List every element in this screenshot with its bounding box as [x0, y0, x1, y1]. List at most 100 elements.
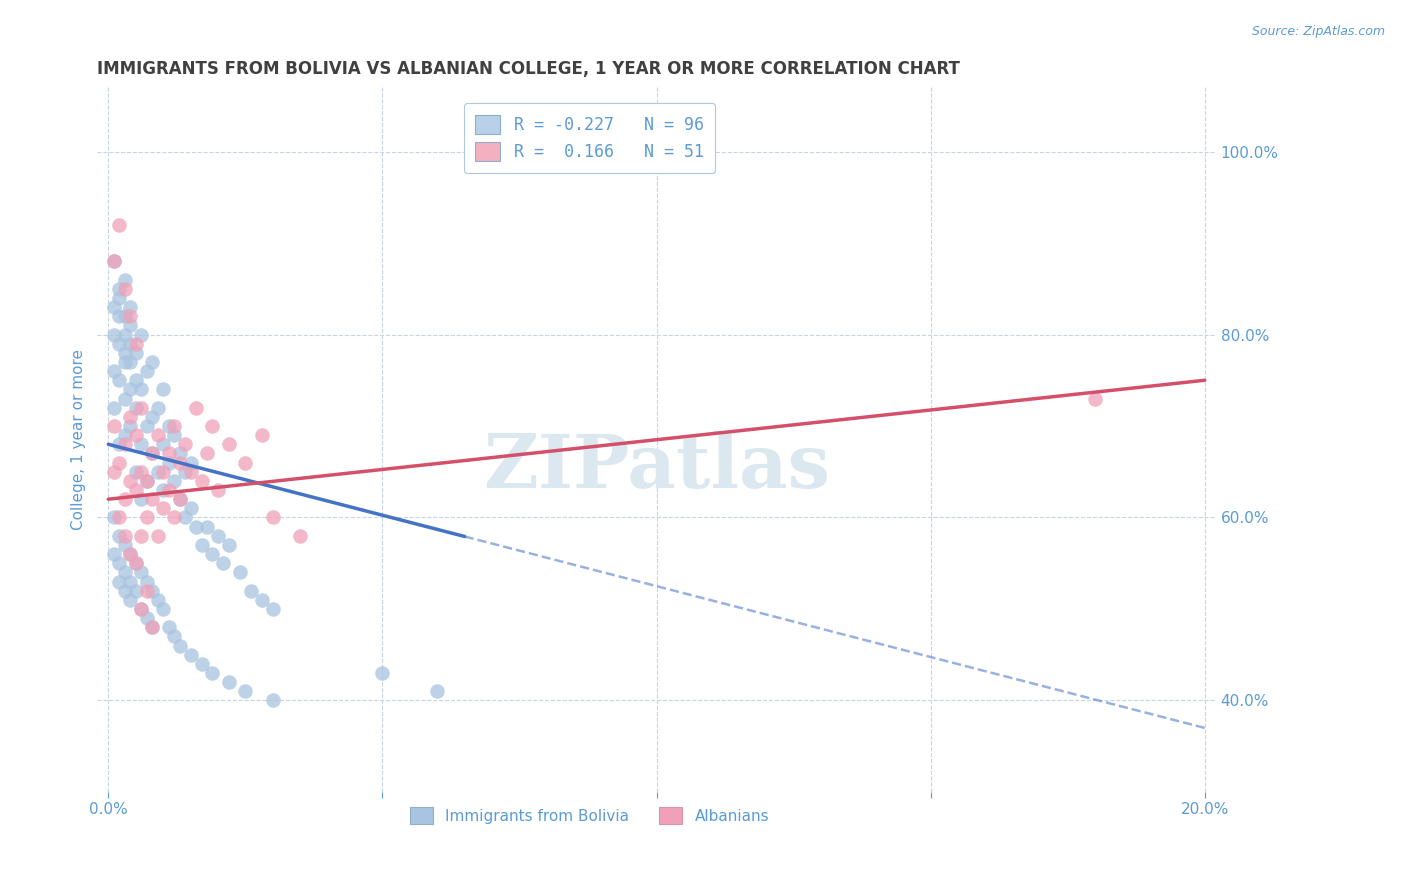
Point — [120, 409, 142, 424]
Point — [120, 547, 142, 561]
Point — [212, 556, 235, 570]
Point — [114, 309, 136, 323]
Point — [262, 510, 284, 524]
Point — [141, 446, 163, 460]
Point — [169, 456, 191, 470]
Point — [180, 501, 202, 516]
Point — [201, 547, 224, 561]
Point — [135, 474, 157, 488]
Point — [174, 510, 197, 524]
Point — [371, 666, 394, 681]
Point — [250, 592, 273, 607]
Point — [114, 282, 136, 296]
Point — [129, 602, 152, 616]
Point — [180, 648, 202, 662]
Point — [120, 300, 142, 314]
Point — [184, 401, 207, 415]
Point — [103, 547, 125, 561]
Point — [169, 492, 191, 507]
Point — [108, 336, 131, 351]
Point — [103, 254, 125, 268]
Point — [426, 684, 449, 698]
Point — [108, 529, 131, 543]
Point — [152, 437, 174, 451]
Point — [125, 428, 148, 442]
Point — [135, 611, 157, 625]
Point — [201, 666, 224, 681]
Point — [207, 529, 229, 543]
Point — [108, 456, 131, 470]
Point — [190, 657, 212, 671]
Point — [108, 556, 131, 570]
Point — [103, 465, 125, 479]
Point — [120, 419, 142, 434]
Point — [129, 492, 152, 507]
Text: Source: ZipAtlas.com: Source: ZipAtlas.com — [1251, 25, 1385, 38]
Point — [125, 401, 148, 415]
Point — [129, 327, 152, 342]
Text: ZIPatlas: ZIPatlas — [484, 432, 830, 504]
Point — [114, 346, 136, 360]
Point — [184, 519, 207, 533]
Point — [190, 474, 212, 488]
Point — [125, 465, 148, 479]
Point — [108, 510, 131, 524]
Point — [135, 574, 157, 589]
Point — [174, 465, 197, 479]
Point — [120, 336, 142, 351]
Point — [152, 602, 174, 616]
Point — [146, 529, 169, 543]
Point — [129, 602, 152, 616]
Point — [146, 428, 169, 442]
Point — [103, 510, 125, 524]
Point — [108, 437, 131, 451]
Point — [218, 675, 240, 690]
Point — [108, 291, 131, 305]
Point — [135, 510, 157, 524]
Point — [125, 556, 148, 570]
Point — [114, 566, 136, 580]
Point — [114, 355, 136, 369]
Point — [120, 318, 142, 333]
Point — [169, 492, 191, 507]
Point — [114, 392, 136, 406]
Point — [141, 446, 163, 460]
Point — [120, 547, 142, 561]
Point — [141, 492, 163, 507]
Point — [163, 474, 186, 488]
Point — [114, 428, 136, 442]
Point — [218, 538, 240, 552]
Point — [114, 583, 136, 598]
Point — [125, 483, 148, 497]
Point — [114, 538, 136, 552]
Point — [235, 456, 257, 470]
Point — [129, 465, 152, 479]
Point — [157, 483, 180, 497]
Point — [218, 437, 240, 451]
Point — [163, 629, 186, 643]
Point — [163, 428, 186, 442]
Point — [103, 419, 125, 434]
Point — [129, 566, 152, 580]
Point — [157, 620, 180, 634]
Point — [157, 446, 180, 460]
Point — [129, 437, 152, 451]
Point — [120, 355, 142, 369]
Point — [174, 437, 197, 451]
Point — [114, 327, 136, 342]
Point — [290, 529, 312, 543]
Point — [141, 620, 163, 634]
Point — [125, 583, 148, 598]
Point — [169, 446, 191, 460]
Point — [114, 492, 136, 507]
Point — [125, 346, 148, 360]
Point — [195, 446, 218, 460]
Point — [141, 409, 163, 424]
Point — [129, 383, 152, 397]
Point — [141, 355, 163, 369]
Point — [103, 327, 125, 342]
Point — [135, 364, 157, 378]
Text: IMMIGRANTS FROM BOLIVIA VS ALBANIAN COLLEGE, 1 YEAR OR MORE CORRELATION CHART: IMMIGRANTS FROM BOLIVIA VS ALBANIAN COLL… — [97, 60, 960, 78]
Point — [146, 401, 169, 415]
Point — [152, 483, 174, 497]
